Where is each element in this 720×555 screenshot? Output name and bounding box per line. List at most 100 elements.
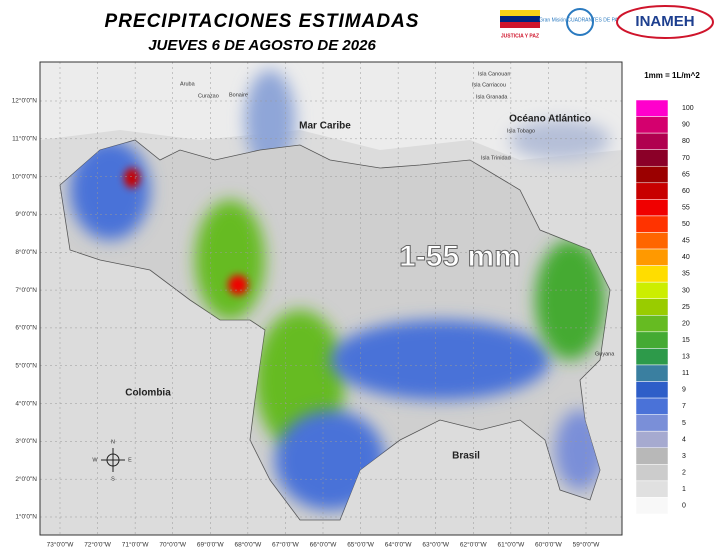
legend-swatch: [635, 381, 669, 399]
lat-tick-label: 9°0'0"N: [15, 210, 37, 218]
compass-label: E: [128, 457, 132, 463]
logo-text: JUSTICIA Y PAZ: [501, 33, 539, 39]
legend-label: 40: [682, 254, 690, 261]
legend-swatch: [635, 265, 669, 283]
legend-label: 4: [682, 436, 686, 443]
legend-swatch: [635, 331, 669, 349]
legend-label: 20: [682, 320, 690, 327]
lon-tick-label: 72°0'0"W: [84, 541, 112, 549]
legend-label: 5: [682, 420, 686, 427]
lon-tick-label: 63°0'0"W: [422, 541, 450, 549]
compass-label: N: [111, 439, 115, 445]
legend-label: 50: [682, 221, 690, 228]
legend-label: 15: [682, 337, 690, 344]
legend-swatch: [635, 447, 669, 465]
lat-tick-label: 1°0'0"N: [15, 513, 37, 521]
lon-tick-label: 68°0'0"W: [234, 541, 262, 549]
legend-swatch: [635, 480, 669, 498]
legend-label: 70: [682, 155, 690, 162]
legend-label: 55: [682, 204, 690, 211]
title: PRECIPITACIONES ESTIMADAS: [105, 11, 420, 32]
legend-swatch: [635, 430, 669, 449]
legend-label: 3: [682, 453, 686, 460]
legend-label: 100: [682, 105, 694, 112]
map-frame: [39, 61, 623, 536]
legend-swatch: [635, 199, 669, 217]
legend-swatch: [635, 232, 669, 250]
lon-tick-label: 59°0'0"W: [573, 541, 601, 549]
island-label: Isla Granada: [476, 94, 508, 100]
legend-swatch: [635, 165, 669, 184]
subtitle: JUEVES 6 DE AGOSTO DE 2026: [148, 37, 376, 54]
lat-tick-label: 4°0'0"N: [15, 399, 37, 407]
lat-tick-label: 8°0'0"N: [15, 248, 37, 256]
lon-tick-label: 73°0'0"W: [47, 541, 75, 549]
legend-swatch: [635, 281, 669, 299]
lat-tick-label: 2°0'0"N: [15, 475, 37, 483]
logos: JUSTICIA Y PAZ Gran Misión CUADRANTES DE…: [500, 5, 714, 39]
axis-ticks: 12°0'0"N 11°0'0"N 10°0'0"N 9°0'0"N 8°0'0"N 7°…: [12, 97, 601, 549]
legend-label: 13: [682, 354, 690, 361]
map: [40, 62, 622, 535]
legend-label: 0: [682, 503, 686, 510]
legend-swatch: [635, 298, 669, 316]
range-annotation: 1-55 mm: [399, 240, 521, 273]
lat-tick-label: 7°0'0"N: [15, 286, 37, 294]
island-label: Aruba: [180, 81, 196, 87]
legend-label: 2: [682, 469, 686, 476]
country-label: Colombia: [125, 388, 171, 399]
sea-label: Mar Caribe: [299, 121, 351, 132]
legend-label: 35: [682, 271, 690, 278]
legend-label: 90: [682, 122, 690, 129]
island-label: Bonaire: [229, 92, 248, 98]
legend-swatch: [635, 315, 669, 333]
legend-swatch: [635, 348, 669, 366]
lat-tick-label: 6°0'0"N: [15, 324, 37, 332]
legend-label: 9: [682, 387, 686, 394]
island-label: Curazao: [198, 93, 219, 99]
compass-label: S: [111, 476, 115, 482]
lon-tick-label: 62°0'0"W: [460, 541, 488, 549]
lon-tick-label: 60°0'0"W: [535, 541, 563, 549]
logo-text: INAMEH: [635, 13, 694, 30]
legend-label: 11: [682, 370, 689, 377]
legend-swatch: [635, 132, 669, 150]
compass: N S E W: [92, 439, 132, 482]
legend-swatch: [635, 497, 669, 515]
legend-label: 45: [682, 238, 690, 245]
ocean-label: Océano Atlántico: [509, 114, 591, 125]
lon-tick-label: 71°0'0"W: [122, 541, 150, 549]
island-label: Isla Tobago: [507, 128, 535, 134]
legend-swatch: [635, 414, 669, 432]
lat-tick-label: 12°0'0"N: [12, 97, 38, 105]
lat-tick-label: 3°0'0"N: [15, 437, 37, 445]
legend-label: 30: [682, 287, 690, 294]
lat-tick-label: 5°0'0"N: [15, 361, 37, 369]
legend-swatch: [635, 116, 669, 134]
lon-tick-label: 69°0'0"W: [197, 541, 225, 549]
island-label: Isla Canouan: [478, 71, 510, 77]
lon-tick-label: 70°0'0"W: [159, 541, 187, 549]
legend-label: 60: [682, 188, 690, 195]
legend-label: 65: [682, 171, 690, 178]
legend: 1009080706560555045403530252015131197543…: [635, 99, 694, 515]
island-label: Isla Carriacou: [472, 82, 506, 88]
island-label: Isla Trinidad: [481, 155, 511, 161]
lon-tick-label: 65°0'0"W: [347, 541, 375, 549]
lon-tick-label: 61°0'0"W: [497, 541, 525, 549]
legend-swatch: [635, 464, 669, 482]
legend-swatch: [635, 397, 669, 415]
legend-swatch: [635, 182, 669, 200]
country-label: Brasil: [452, 451, 480, 462]
lon-tick-label: 67°0'0"W: [272, 541, 300, 549]
legend-label: 1: [682, 486, 686, 493]
legend-label: 80: [682, 138, 690, 145]
lat-tick-label: 10°0'0"N: [12, 172, 38, 180]
legend-swatch: [635, 248, 669, 266]
legend-swatch: [635, 215, 669, 233]
legend-swatch: [635, 364, 669, 382]
lon-tick-label: 64°0'0"W: [385, 541, 413, 549]
compass-label: W: [92, 457, 98, 463]
legend-label: 25: [682, 304, 690, 311]
